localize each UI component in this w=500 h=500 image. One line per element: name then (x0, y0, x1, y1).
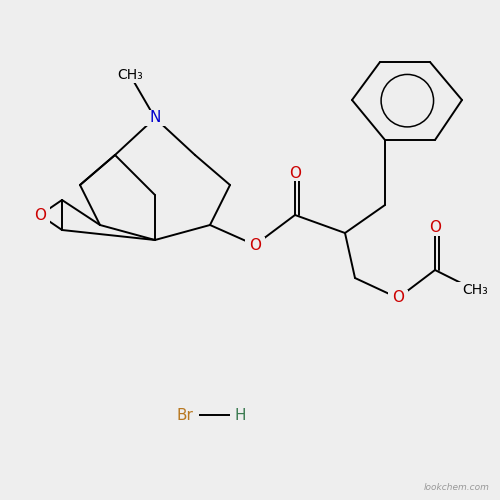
Text: CH₃: CH₃ (462, 283, 488, 297)
FancyBboxPatch shape (30, 207, 50, 223)
FancyBboxPatch shape (245, 237, 265, 253)
FancyBboxPatch shape (285, 165, 305, 181)
Text: O: O (289, 166, 301, 180)
FancyBboxPatch shape (171, 407, 199, 423)
Text: O: O (34, 208, 46, 222)
FancyBboxPatch shape (457, 282, 493, 298)
FancyBboxPatch shape (112, 67, 148, 83)
FancyBboxPatch shape (145, 110, 165, 126)
Text: CH₃: CH₃ (117, 68, 143, 82)
Text: N: N (150, 110, 160, 126)
Text: O: O (392, 290, 404, 306)
FancyBboxPatch shape (230, 407, 250, 423)
Text: H: H (234, 408, 246, 422)
FancyBboxPatch shape (388, 290, 408, 306)
FancyBboxPatch shape (425, 220, 445, 236)
Text: O: O (249, 238, 261, 252)
Text: O: O (429, 220, 441, 236)
Text: Br: Br (176, 408, 194, 422)
Text: lookchem.com: lookchem.com (424, 483, 490, 492)
